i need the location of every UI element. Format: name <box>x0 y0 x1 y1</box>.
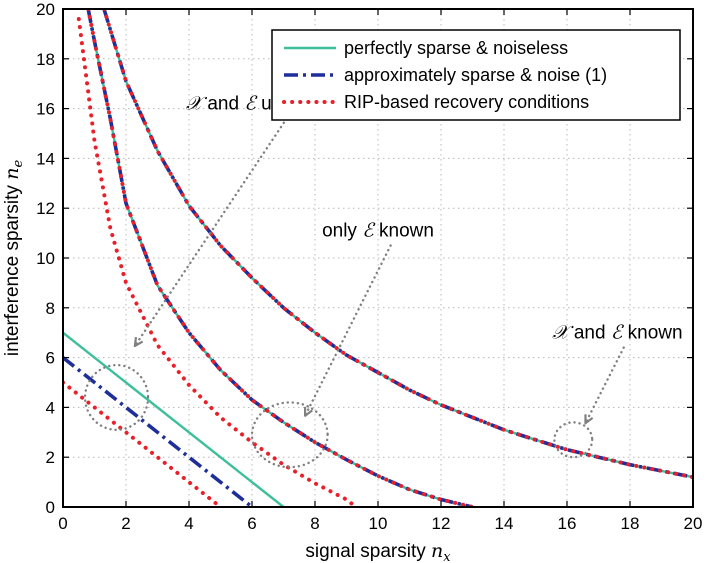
annotation-text: only <box>322 221 362 242</box>
annotation-text: known <box>622 323 682 344</box>
annotation-circle <box>553 421 594 459</box>
annotation-circle <box>250 401 329 469</box>
y-tick-label: 4 <box>46 398 55 417</box>
annotation-symbol: ℰ <box>611 322 625 344</box>
annotation-text: known <box>374 221 434 242</box>
legend-label: approximately sparse & noise (1) <box>344 65 607 85</box>
annotation-symbol: ℰ <box>244 93 258 115</box>
annotation-label: only ℰ known <box>322 220 434 242</box>
annotation-arrow <box>586 346 625 423</box>
series-line-dashdot <box>86 9 473 507</box>
y-tick-label: 12 <box>36 199 55 218</box>
x-axis-label-text: signal sparsity <box>305 541 426 562</box>
x-tick-label: 0 <box>58 514 67 533</box>
x-tick-label: 8 <box>310 514 319 533</box>
annotation-label: 𝒳 and ℰ known <box>552 322 682 344</box>
y-tick-label: 0 <box>46 498 55 517</box>
annotation-circle <box>83 363 150 432</box>
y-axis-subscript: e <box>11 160 26 168</box>
y-axis-label: interference sparsity ne <box>1 160 26 357</box>
annotation-arrow <box>135 117 288 346</box>
x-axis-subscript: x <box>443 550 451 563</box>
series-line-dotted <box>102 9 693 480</box>
x-tick-label: 20 <box>684 514 703 533</box>
x-tick-label: 12 <box>432 514 451 533</box>
y-tick-label: 2 <box>46 448 55 467</box>
series-line-solid <box>63 331 285 507</box>
y-tick-label: 18 <box>36 50 55 69</box>
x-tick-label: 16 <box>558 514 577 533</box>
annotation-symbol: ℰ <box>362 220 376 242</box>
y-axis-symbol: n <box>1 168 23 180</box>
legend-box <box>271 29 681 121</box>
annotation-arrow <box>306 244 392 415</box>
x-tick-label: 14 <box>495 514 514 533</box>
x-tick-label: 6 <box>247 514 256 533</box>
y-tick-label: 20 <box>36 0 55 19</box>
annotation-text: and <box>569 323 611 344</box>
x-tick-label: 10 <box>369 514 388 533</box>
y-axis-label-text: interference sparsity <box>2 185 23 357</box>
x-axis-label: signal sparsity nx <box>305 540 451 563</box>
legend: perfectly sparse & noiseless approximatel… <box>271 29 681 121</box>
x-axis-symbol: n <box>431 540 443 562</box>
y-tick-label: 16 <box>36 100 55 119</box>
y-tick-label: 14 <box>36 149 55 168</box>
y-tick-label: 6 <box>46 349 55 368</box>
x-tick-label: 4 <box>184 514 193 533</box>
legend-label: perfectly sparse & noiseless <box>344 38 568 58</box>
legend-label: RIP-based recovery conditions <box>344 92 589 112</box>
series-line-dotted <box>76 17 358 507</box>
y-tick-label: 10 <box>36 249 55 268</box>
series-layer <box>63 9 693 507</box>
x-tick-label: 18 <box>621 514 640 533</box>
series-line-dotted <box>63 380 223 507</box>
y-tick-label: 8 <box>46 299 55 318</box>
ticks: 0 2 4 6 8 10 12 14 16 18 20 0 2 4 6 8 10 12 14 16 18 20 <box>36 0 702 533</box>
x-tick-label: 2 <box>121 514 130 533</box>
annotation-text: and <box>202 94 244 115</box>
series-line-dashdot <box>63 356 254 507</box>
